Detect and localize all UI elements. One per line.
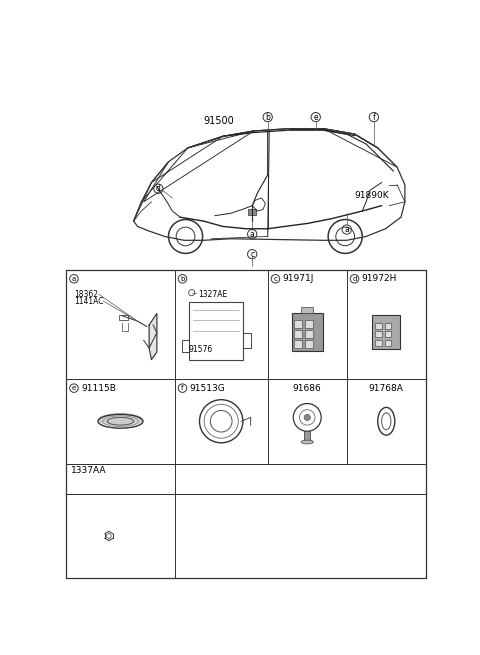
Bar	[182, 341, 189, 352]
Text: 1141AC: 1141AC	[74, 297, 104, 306]
Text: 91890K: 91890K	[355, 191, 389, 200]
Text: b: b	[180, 276, 185, 282]
Text: d: d	[352, 276, 357, 282]
Text: 91115B: 91115B	[81, 384, 116, 392]
Text: e: e	[313, 113, 318, 122]
Bar	[294, 320, 302, 328]
Text: 18362: 18362	[74, 290, 98, 299]
Bar	[305, 341, 312, 348]
Text: 91972H: 91972H	[361, 274, 397, 284]
Bar	[385, 331, 391, 337]
Bar	[375, 340, 382, 346]
Text: f: f	[372, 113, 375, 122]
Bar	[375, 331, 382, 337]
Bar	[385, 340, 391, 346]
Bar	[372, 315, 400, 349]
Text: a: a	[250, 230, 254, 238]
Text: a: a	[344, 225, 349, 234]
Text: a: a	[72, 276, 76, 282]
Bar	[243, 333, 251, 348]
Text: d: d	[156, 184, 161, 193]
Text: c: c	[250, 250, 254, 259]
Bar	[385, 323, 391, 329]
Text: 1327AE: 1327AE	[198, 290, 227, 299]
Text: 91576: 91576	[189, 345, 213, 354]
Bar	[294, 330, 302, 338]
Bar	[375, 323, 382, 329]
Text: 91513G: 91513G	[190, 384, 225, 392]
Bar	[294, 341, 302, 348]
Polygon shape	[149, 314, 157, 360]
Text: 91768A: 91768A	[369, 384, 404, 392]
Ellipse shape	[98, 413, 143, 426]
Text: c: c	[274, 276, 277, 282]
Bar	[66, 270, 426, 578]
Circle shape	[304, 415, 311, 421]
Text: 1337AA: 1337AA	[71, 466, 107, 475]
Bar	[301, 307, 313, 312]
Bar	[292, 312, 323, 351]
Text: f: f	[181, 385, 184, 391]
Bar	[248, 209, 256, 215]
Text: e: e	[72, 385, 76, 391]
Bar	[119, 315, 128, 320]
Bar	[305, 320, 312, 328]
Text: 91686: 91686	[293, 384, 322, 392]
Bar	[305, 330, 312, 338]
Text: 91500: 91500	[204, 117, 234, 126]
Ellipse shape	[301, 440, 313, 444]
Text: 91971J: 91971J	[282, 274, 314, 284]
Bar	[304, 431, 311, 442]
Text: b: b	[265, 113, 270, 122]
